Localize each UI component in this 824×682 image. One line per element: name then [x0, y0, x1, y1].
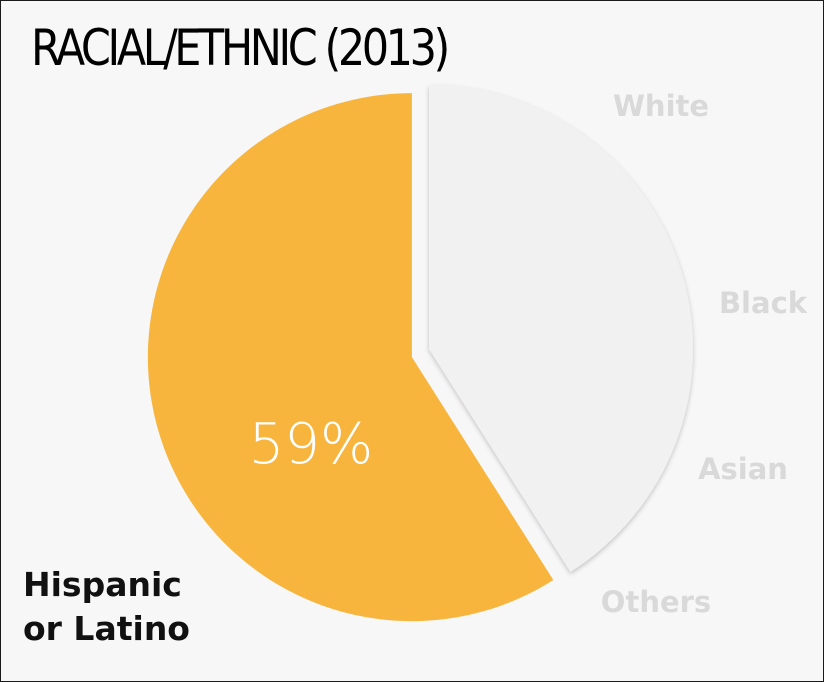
- category-label-asian: Asian: [698, 452, 788, 486]
- category-label-white: White: [613, 89, 709, 123]
- pie-slices: [147, 85, 694, 622]
- highlight-label-line-2: or Latino: [23, 609, 190, 648]
- chart-title: RACIAL/ETHNIC (2013): [31, 19, 450, 77]
- pie-slice-remainder: [429, 85, 694, 572]
- highlight-label-line-1: Hispanic: [23, 565, 182, 604]
- hispanic-or-latino-value-label: 59%: [249, 412, 373, 477]
- category-label-black: Black: [719, 286, 808, 320]
- pie-labels: 59% White Black Asian Others: [249, 89, 808, 619]
- highlight-category-label: Hispanic or Latino: [23, 563, 190, 651]
- category-label-others: Others: [601, 585, 711, 619]
- pie-slice-hispanic-or-latino: [147, 93, 554, 622]
